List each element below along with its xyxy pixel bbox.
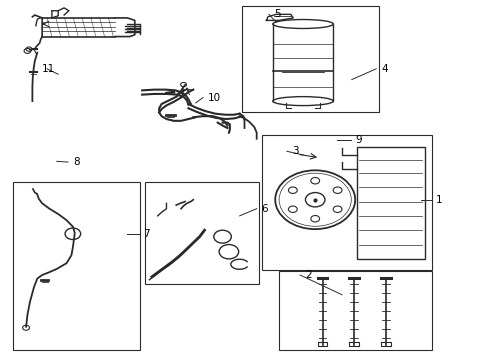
- Text: 6: 6: [261, 204, 267, 214]
- Text: 11: 11: [42, 64, 55, 74]
- Text: 5: 5: [273, 9, 280, 19]
- Text: 10: 10: [207, 93, 221, 103]
- Bar: [13, 182, 140, 350]
- Bar: [278, 271, 431, 350]
- Text: 9: 9: [355, 135, 362, 145]
- Bar: [144, 182, 259, 284]
- Text: 2: 2: [305, 270, 311, 280]
- Text: 1: 1: [435, 195, 441, 205]
- Text: 3: 3: [291, 146, 298, 156]
- Text: 8: 8: [73, 157, 80, 167]
- Bar: [242, 6, 378, 112]
- Bar: [356, 147, 424, 259]
- Text: 4: 4: [380, 64, 387, 74]
- Text: 7: 7: [143, 229, 150, 239]
- Bar: [261, 135, 431, 270]
